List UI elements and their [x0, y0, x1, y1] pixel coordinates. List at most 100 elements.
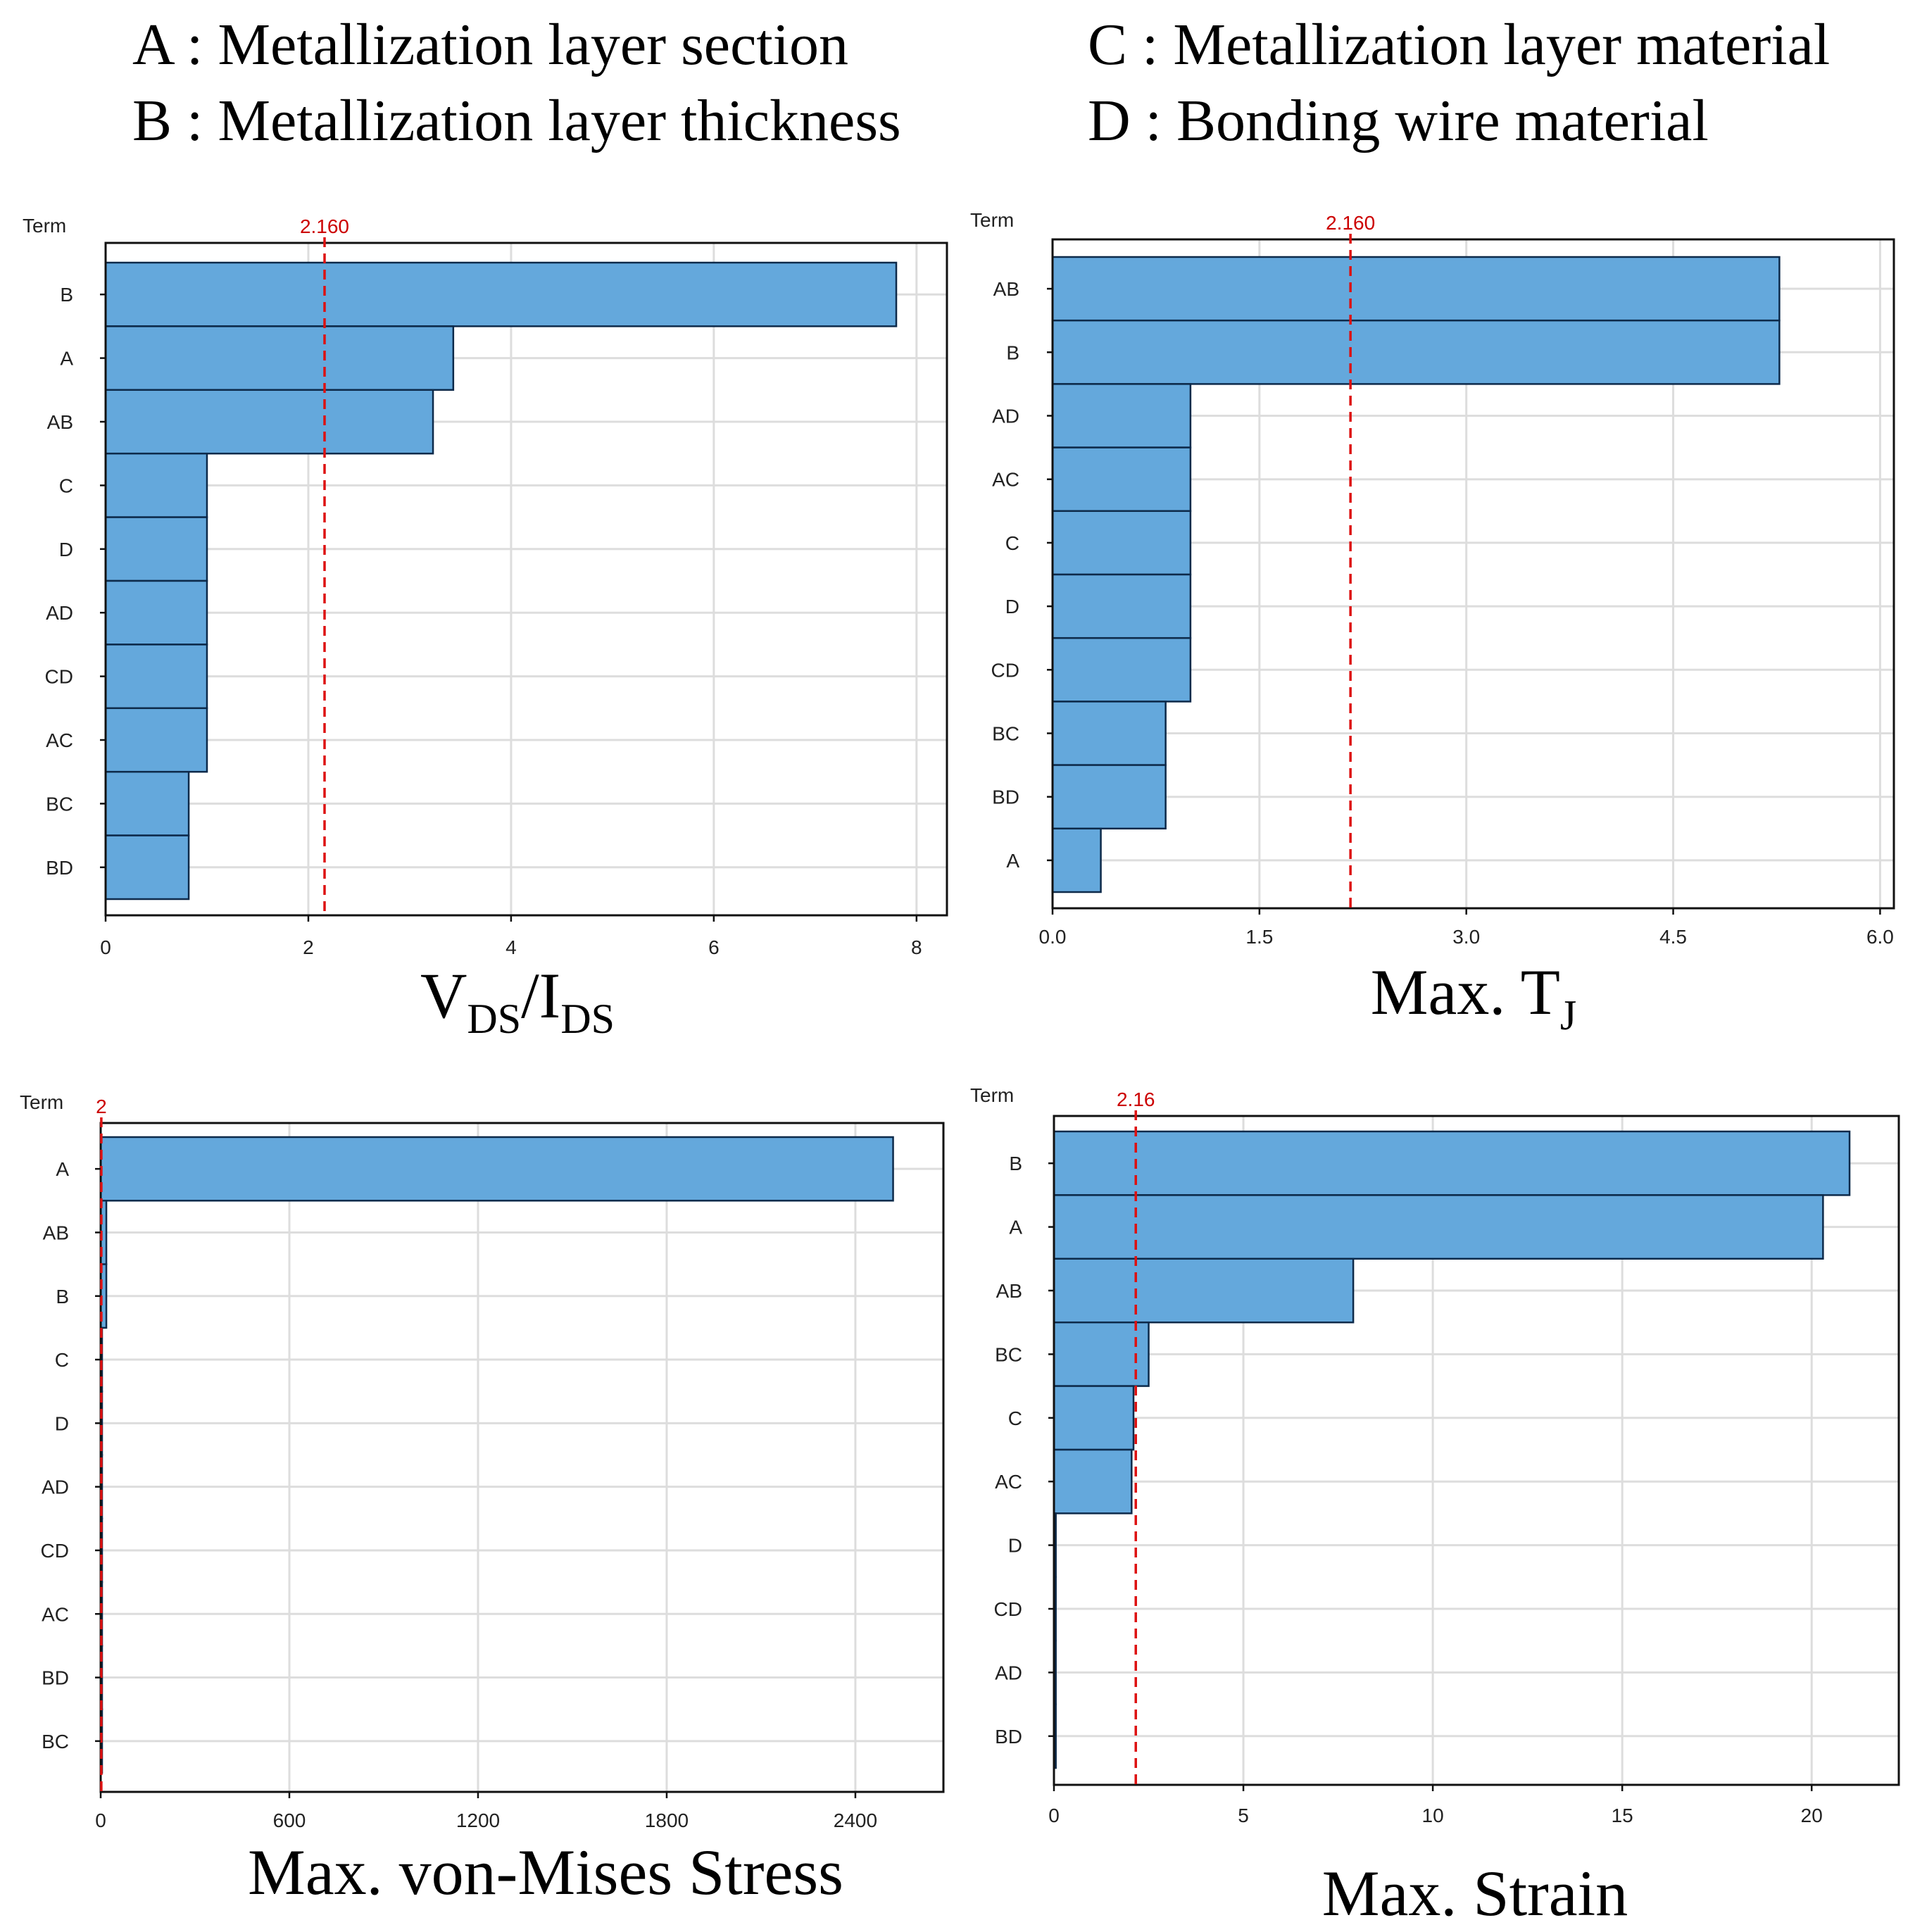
- xtick-label: 20: [1801, 1805, 1823, 1826]
- plot-frame: [104, 242, 948, 917]
- bar-BC: [1051, 701, 1167, 766]
- title-subscript: J: [1560, 992, 1576, 1039]
- ytick-label-AD: AD: [995, 1662, 1022, 1683]
- bar-BC: [104, 770, 190, 836]
- title-part: /I: [521, 960, 560, 1031]
- xtick-label: 6: [708, 936, 720, 958]
- bar-D: [1051, 573, 1192, 639]
- ytick-label-AB: AB: [993, 278, 1019, 300]
- bar-AC: [104, 707, 208, 773]
- legend-b: B : Metallization layer thickness: [132, 88, 901, 153]
- xtick-label: 15: [1612, 1805, 1633, 1826]
- ytick-label-BC: BC: [995, 1343, 1022, 1365]
- ytick-label-C: C: [55, 1349, 69, 1371]
- ytick-label-A: A: [56, 1158, 69, 1180]
- ytick-label-A: A: [60, 348, 73, 370]
- ytick-label-A: A: [1009, 1217, 1022, 1238]
- term-header: Term: [970, 1084, 1014, 1106]
- xtick-label: 1.5: [1245, 926, 1273, 948]
- ytick-label-AC: AC: [42, 1603, 69, 1625]
- ytick-label-C: C: [1008, 1407, 1022, 1429]
- xtick-label: 1800: [645, 1809, 689, 1831]
- xtick-label: 0.0: [1039, 926, 1067, 948]
- ytick-label-B: B: [1009, 1153, 1022, 1174]
- ytick-label-AD: AD: [46, 602, 73, 624]
- ytick-label-BC: BC: [46, 793, 73, 815]
- term-header: Term: [970, 209, 1014, 231]
- title-part: Max. T: [1371, 956, 1560, 1028]
- ytick-label-AC: AC: [46, 729, 73, 751]
- ytick-label-BD: BD: [46, 857, 73, 879]
- ytick-label-CD: CD: [994, 1598, 1022, 1620]
- chart-title: Max. TJ: [1371, 956, 1577, 1039]
- xtick-label: 5: [1238, 1805, 1249, 1826]
- bar-C: [104, 452, 208, 518]
- bar-AC: [1053, 1448, 1133, 1514]
- reference-label: 2: [96, 1096, 107, 1117]
- title-subscript: DS: [467, 996, 521, 1042]
- bar-BD: [1051, 764, 1167, 830]
- bar-B: [1051, 319, 1781, 385]
- ytick-label-A: A: [1006, 850, 1019, 872]
- xtick-label: 3.0: [1452, 926, 1480, 948]
- plot-frame: [1053, 1115, 1900, 1786]
- ytick-label-BD: BD: [42, 1667, 69, 1689]
- title-part: V: [420, 960, 467, 1031]
- bar-AB: [1053, 1257, 1355, 1324]
- ytick-label-D: D: [1005, 596, 1019, 617]
- legend-d: D : Bonding wire material: [1088, 88, 1709, 153]
- xtick-label: 6.0: [1866, 926, 1894, 948]
- xtick-label: 0: [1048, 1805, 1060, 1826]
- ytick-label-D: D: [1008, 1535, 1022, 1557]
- title-subscript: DS: [560, 996, 615, 1042]
- xtick-label: 10: [1422, 1805, 1444, 1826]
- chart-title: Max. von-Mises Stress: [248, 1836, 843, 1908]
- chart-title: VDS/IDS: [420, 960, 615, 1042]
- bar-BC: [1053, 1321, 1150, 1387]
- bar-CD: [104, 644, 208, 710]
- bar-B: [1053, 1130, 1851, 1196]
- ytick-label-BC: BC: [42, 1731, 69, 1752]
- bar-A: [99, 1136, 894, 1202]
- legend-a: A : Metallization layer section: [132, 12, 849, 77]
- term-header: Term: [23, 215, 66, 237]
- bar-B: [104, 261, 898, 327]
- bar-AC: [1051, 446, 1192, 513]
- reference-label: 2.16: [1117, 1089, 1155, 1110]
- ytick-label-AB: AB: [43, 1222, 69, 1243]
- xtick-label: 4.5: [1659, 926, 1687, 948]
- ytick-label-B: B: [1006, 341, 1019, 363]
- title-part: Max. Strain: [1322, 1857, 1628, 1929]
- chart-4: 2.16 Term B A AB BC C AC D CD AD BD 0 5 10 15 20 Max. Str…: [970, 1084, 1900, 1929]
- legend-c: C : Metallization layer material: [1088, 12, 1831, 77]
- xtick-label: 2: [303, 936, 314, 958]
- ytick-label-CD: CD: [45, 666, 73, 688]
- bar-A: [1051, 827, 1102, 893]
- bar-C: [1053, 1385, 1135, 1451]
- bar-C: [1051, 510, 1192, 576]
- ytick-label-AB: AB: [47, 411, 73, 433]
- bar-BD: [104, 834, 190, 901]
- ytick-label-B: B: [56, 1286, 69, 1307]
- xtick-label: 4: [506, 936, 517, 958]
- xtick-label: 1200: [456, 1809, 500, 1831]
- bar-CD: [1051, 636, 1192, 703]
- ytick-label-AD: AD: [992, 406, 1019, 427]
- xtick-label: 8: [911, 936, 922, 958]
- ytick-label-C: C: [1005, 532, 1019, 554]
- ytick-label-AC: AC: [995, 1471, 1022, 1493]
- ytick-label-BD: BD: [995, 1726, 1022, 1748]
- ytick-label-BD: BD: [992, 786, 1019, 808]
- bar-D: [104, 516, 208, 582]
- reference-label: 2.160: [300, 215, 349, 237]
- ytick-label-AB: AB: [996, 1280, 1022, 1302]
- ytick-label-D: D: [55, 1412, 69, 1434]
- ytick-label-CD: CD: [41, 1540, 69, 1562]
- bar-AD: [104, 579, 208, 646]
- ytick-label-D: D: [59, 539, 73, 560]
- bar-A: [1053, 1194, 1824, 1260]
- reference-label: 2.160: [1326, 212, 1375, 234]
